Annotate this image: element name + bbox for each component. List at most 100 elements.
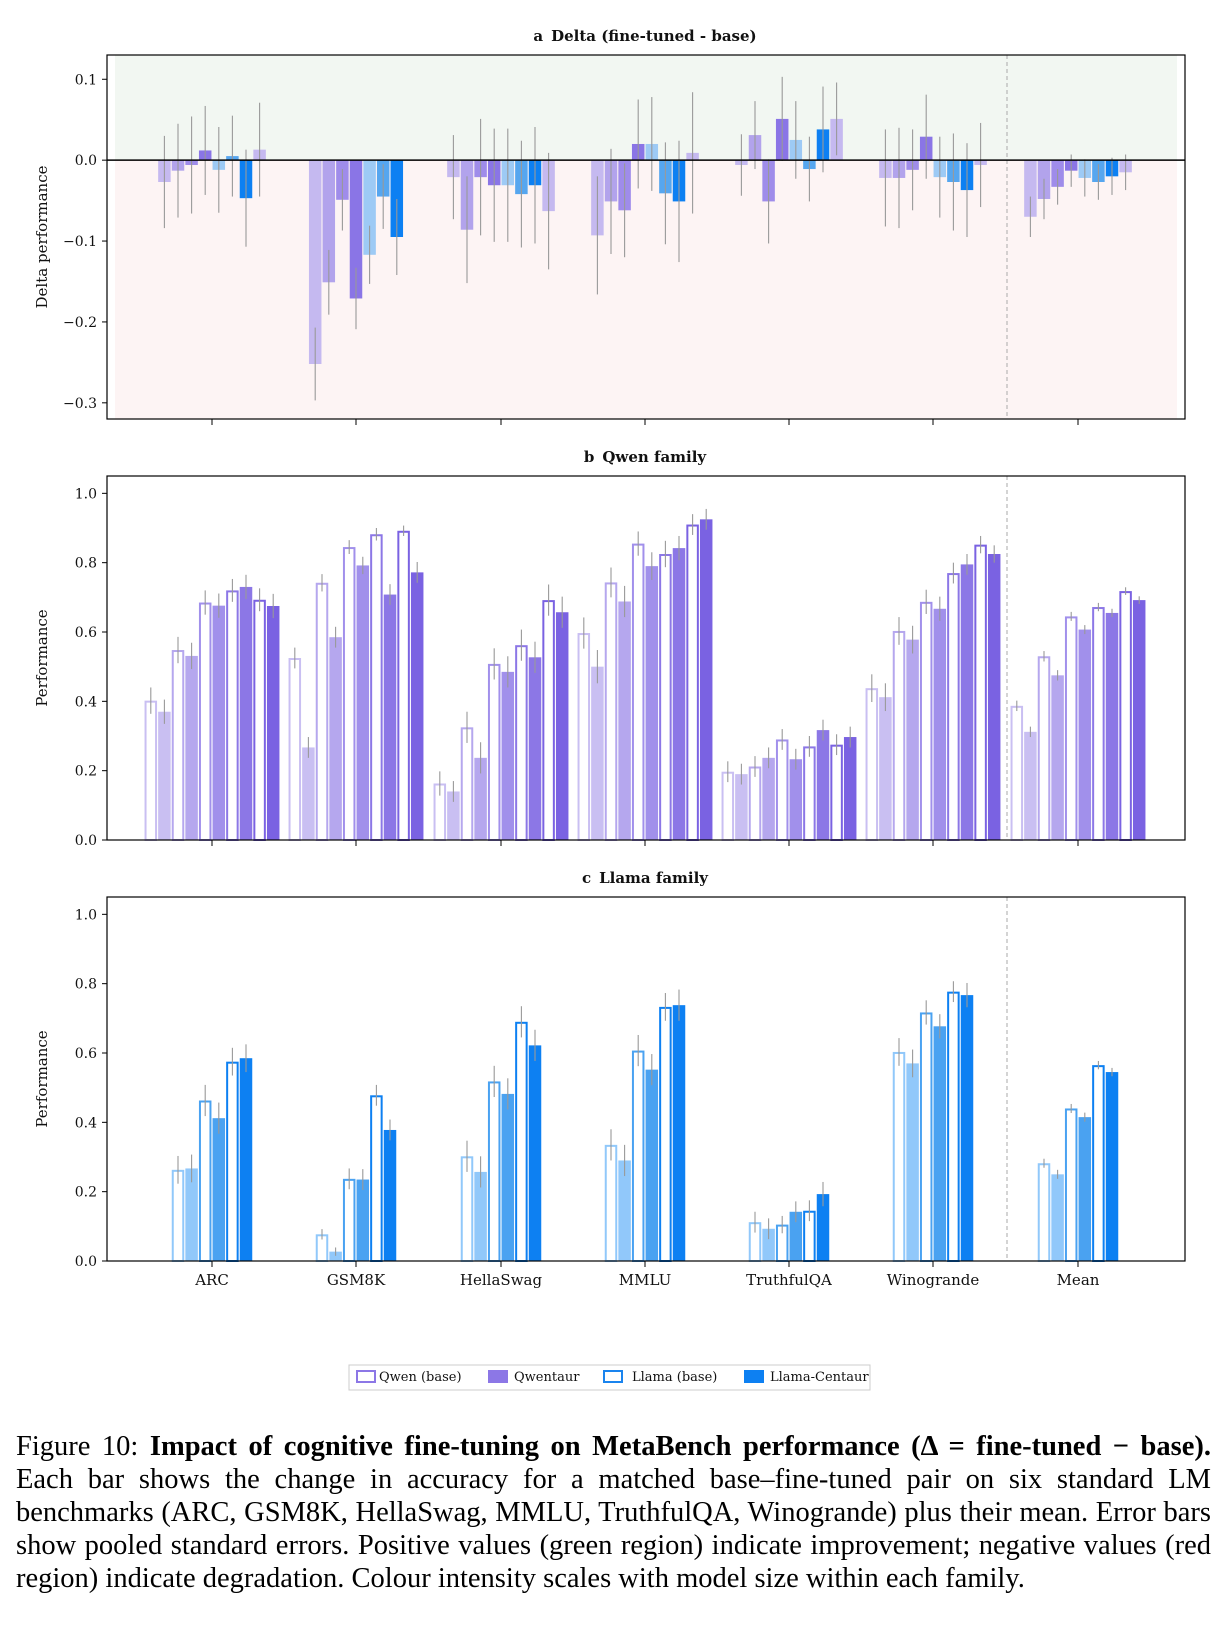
y-tick-label: −0.2 bbox=[63, 315, 97, 331]
y-tick-label: 1.0 bbox=[75, 907, 97, 923]
bar bbox=[329, 637, 342, 840]
bar bbox=[721, 771, 735, 841]
bar bbox=[356, 565, 370, 840]
legend-label: Llama-Centaur bbox=[770, 1370, 869, 1385]
y-tick-label: 0.2 bbox=[75, 1185, 97, 1201]
bar bbox=[212, 605, 226, 840]
bar bbox=[892, 1051, 906, 1262]
bar bbox=[618, 601, 631, 840]
panel-b-title: b Qwen family bbox=[584, 448, 708, 466]
bar bbox=[919, 601, 933, 842]
y-tick-label: 0.0 bbox=[75, 833, 97, 849]
x-tick-label: TruthfulQA bbox=[746, 1271, 832, 1289]
bar bbox=[474, 1171, 487, 1261]
bar bbox=[789, 1211, 803, 1261]
bar bbox=[748, 766, 762, 841]
bar bbox=[1132, 600, 1146, 840]
bar bbox=[1024, 160, 1037, 217]
bar bbox=[239, 586, 253, 840]
legend-swatch-outline bbox=[603, 1370, 623, 1383]
bar bbox=[158, 711, 171, 840]
bar bbox=[830, 744, 843, 842]
bar bbox=[803, 746, 816, 842]
bar bbox=[816, 1194, 830, 1261]
bar bbox=[226, 590, 239, 842]
bar bbox=[212, 1118, 226, 1261]
bar bbox=[288, 658, 302, 841]
bar bbox=[1078, 629, 1092, 840]
bar bbox=[659, 554, 672, 841]
bar bbox=[253, 599, 266, 842]
bar bbox=[383, 594, 397, 840]
bar bbox=[342, 547, 356, 841]
panel-b-title-text: Qwen family bbox=[602, 448, 707, 466]
x-tick-label: MMLU bbox=[619, 1271, 672, 1289]
panel-b-letter: b bbox=[584, 448, 595, 466]
legend-swatch-filled bbox=[744, 1370, 764, 1383]
bar bbox=[501, 671, 515, 840]
y-tick-label: 0.6 bbox=[75, 1046, 97, 1062]
bar bbox=[775, 739, 789, 842]
bar bbox=[144, 700, 158, 842]
bar bbox=[618, 1160, 631, 1261]
bar bbox=[631, 543, 645, 841]
bar bbox=[1051, 675, 1064, 840]
figure-caption: Figure 10: Impact of cognitive fine-tuni… bbox=[16, 1430, 1211, 1595]
bar bbox=[659, 1006, 672, 1262]
bar bbox=[672, 548, 686, 840]
bar bbox=[604, 582, 618, 842]
legend-swatch-outline bbox=[356, 1370, 376, 1383]
bar bbox=[342, 1178, 356, 1262]
panel-c-letter: c bbox=[582, 869, 591, 887]
x-tick-label: GSM8K bbox=[327, 1271, 386, 1289]
bar bbox=[960, 564, 974, 840]
x-tick-label: Winogrande bbox=[887, 1271, 980, 1289]
x-tick-label: Mean bbox=[1057, 1271, 1100, 1289]
bar bbox=[672, 1005, 686, 1261]
bar bbox=[1037, 1163, 1051, 1262]
bar bbox=[528, 1045, 542, 1261]
y-tick-label: 0.6 bbox=[75, 625, 97, 641]
bar bbox=[947, 573, 960, 841]
bar bbox=[542, 600, 555, 842]
bar bbox=[762, 757, 775, 840]
bar bbox=[390, 160, 404, 237]
y-tick-label: −0.1 bbox=[63, 234, 97, 250]
bar bbox=[762, 1228, 775, 1261]
bar bbox=[349, 160, 363, 299]
x-tick-label: HellaSwag bbox=[460, 1271, 543, 1289]
caption-body: Each bar shows the change in accuracy fo… bbox=[16, 1464, 1211, 1594]
bar bbox=[171, 650, 185, 841]
legend-items: Qwen (base) Qwentaur Llama (base) Llama-Cen… bbox=[356, 1370, 869, 1385]
bar bbox=[1064, 1108, 1078, 1263]
y-tick-label: 0.0 bbox=[75, 153, 97, 169]
bar bbox=[865, 688, 879, 841]
bar bbox=[447, 791, 460, 840]
bar bbox=[604, 1144, 618, 1263]
legend-swatch-filled bbox=[488, 1370, 508, 1383]
bar bbox=[226, 1061, 239, 1262]
bar bbox=[322, 160, 336, 283]
bar bbox=[370, 534, 383, 841]
bar bbox=[460, 727, 474, 841]
bar bbox=[266, 606, 280, 840]
bar bbox=[947, 991, 960, 1262]
bar bbox=[843, 737, 857, 840]
bar bbox=[879, 697, 892, 840]
legend: Qwen (base) Qwentaur Llama (base) Llama-Cen… bbox=[348, 1364, 871, 1391]
bar bbox=[185, 1168, 198, 1261]
bar bbox=[1078, 1117, 1092, 1261]
panel-a-letter: a bbox=[533, 27, 543, 45]
y-tick-label: 0.0 bbox=[75, 1254, 97, 1270]
axes-frame bbox=[106, 54, 1186, 420]
bar bbox=[1037, 656, 1051, 841]
y-tick-label: −0.3 bbox=[63, 396, 97, 412]
bar bbox=[397, 530, 410, 841]
y-tick-label: 0.8 bbox=[75, 556, 97, 572]
panel-b: b Qwen family 0.0 0.2 0.4 0.6 0.8 1.0 Performan… bbox=[33, 448, 1186, 849]
bar bbox=[487, 1081, 501, 1262]
bar bbox=[933, 1026, 947, 1261]
panel-c: c Llama family 0.0 0.2 0.4 0.6 0.8 1.0 Performa… bbox=[33, 869, 1186, 1289]
bar bbox=[239, 1058, 253, 1261]
bar bbox=[987, 554, 1001, 840]
